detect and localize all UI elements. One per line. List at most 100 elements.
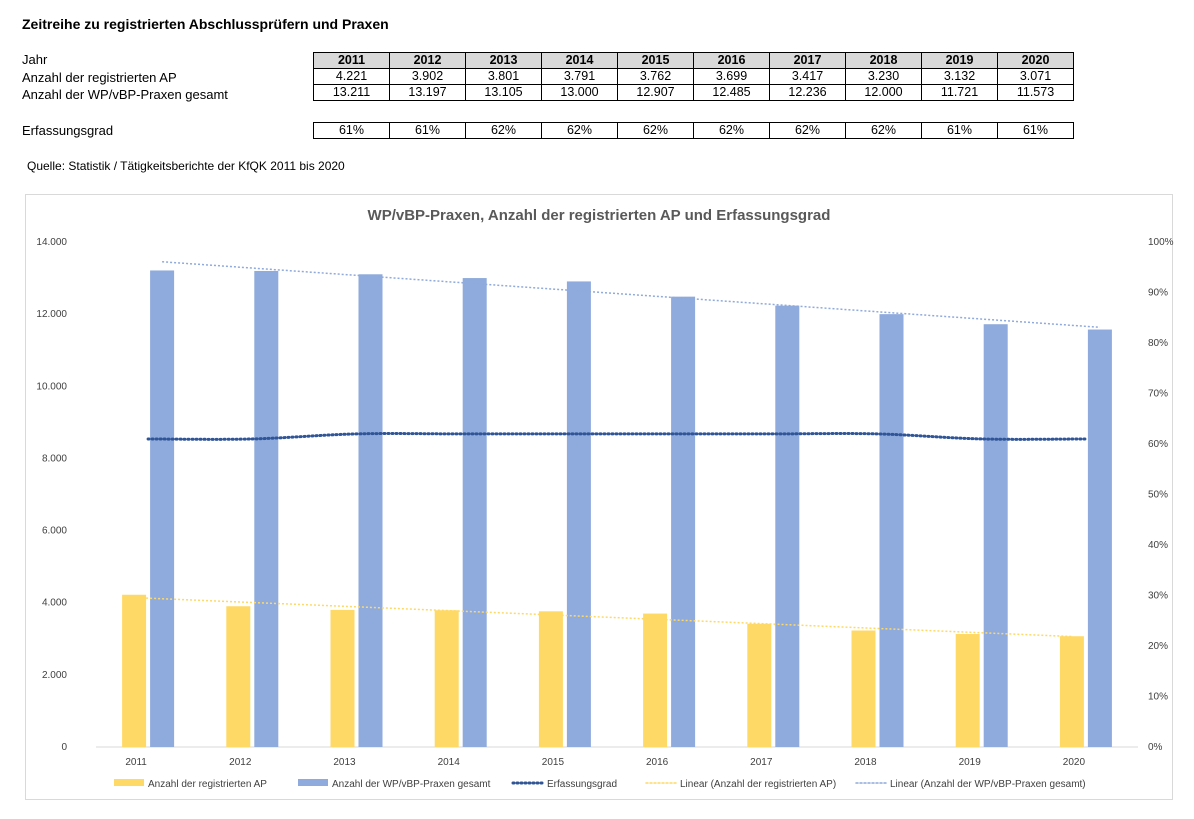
row-label-ap: Anzahl der registrierten AP <box>22 70 177 85</box>
data-table: 2011 2012 2013 2014 2015 2016 2017 2018 2019 2020… <box>313 52 1074 101</box>
bar-praxen <box>358 274 383 747</box>
ap-cell: 3.902 <box>389 68 466 85</box>
y-left-tick-label: 4.000 <box>42 598 67 609</box>
y-axis-right: 0% 10% 20% 30% 40% 50% 60% 70% 80% 90% 100% <box>1148 237 1174 753</box>
year-cell: 2020 <box>997 52 1074 69</box>
x-tick-label: 2015 <box>542 757 565 768</box>
y-left-tick-label: 12.000 <box>36 309 67 320</box>
lines <box>134 261 1100 638</box>
bar-ap <box>851 630 876 747</box>
praxen-cell: 12.485 <box>693 84 770 101</box>
praxen-cell: 12.000 <box>845 84 922 101</box>
ap-cell: 4.221 <box>313 68 390 85</box>
x-tick-label: 2014 <box>438 757 461 768</box>
bar-ap <box>330 609 355 747</box>
ap-cell: 3.230 <box>845 68 922 85</box>
year-cell: 2014 <box>541 52 618 69</box>
legend-label: Anzahl der WP/vBP-Praxen gesamt <box>332 779 491 790</box>
source-note: Quelle: Statistik / Tätigkeitsberichte d… <box>27 159 345 173</box>
bars <box>122 270 1112 747</box>
year-cell: 2011 <box>313 52 390 69</box>
grad-cell: 62% <box>541 122 618 139</box>
praxen-cell: 13.197 <box>389 84 466 101</box>
x-tick-label: 2020 <box>1063 757 1086 768</box>
y-right-tick-label: 10% <box>1148 692 1168 703</box>
bar-ap <box>538 611 563 747</box>
table-row-grad: 61% 61% 62% 62% 62% 62% 62% 62% 61% 61% <box>313 122 1074 139</box>
grad-cell: 62% <box>769 122 846 139</box>
praxen-cell: 13.105 <box>465 84 542 101</box>
y-left-tick-label: 8.000 <box>42 453 67 464</box>
grad-cell: 62% <box>465 122 542 139</box>
bar-ap <box>434 610 459 747</box>
bar-ap <box>955 634 980 747</box>
x-tick-label: 2013 <box>333 757 356 768</box>
y-right-tick-label: 70% <box>1148 389 1168 400</box>
y-left-tick-label: 6.000 <box>42 526 67 537</box>
grad-cell: 62% <box>617 122 694 139</box>
praxen-cell: 13.211 <box>313 84 390 101</box>
y-right-tick-label: 100% <box>1148 237 1174 248</box>
year-cell: 2012 <box>389 52 466 69</box>
legend-label: Anzahl der registrierten AP <box>148 779 267 790</box>
x-tick-label: 2018 <box>854 757 877 768</box>
line-erfassungsgrad <box>146 432 1088 441</box>
year-cell: 2013 <box>465 52 542 69</box>
trendline-praxen <box>162 261 1100 329</box>
y-right-tick-label: 50% <box>1148 490 1168 501</box>
y-left-tick-label: 14.000 <box>36 237 67 248</box>
bar-praxen <box>150 270 175 747</box>
y-right-tick-label: 20% <box>1148 641 1168 652</box>
year-cell: 2017 <box>769 52 846 69</box>
bar-ap <box>643 613 668 747</box>
legend-label: Linear (Anzahl der registrierten AP) <box>680 779 836 790</box>
ap-cell: 3.071 <box>997 68 1074 85</box>
legend-label: Linear (Anzahl der WP/vBP-Praxen gesamt) <box>890 779 1086 790</box>
row-label-grad: Erfassungsgrad <box>22 123 114 138</box>
y-right-tick-label: 60% <box>1148 439 1168 450</box>
chart-title: WP/vBP-Praxen, Anzahl der registrierten … <box>368 207 831 224</box>
x-tick-label: 2017 <box>750 757 773 768</box>
ap-cell: 3.417 <box>769 68 846 85</box>
x-tick-label: 2012 <box>229 757 252 768</box>
praxen-cell: 13.000 <box>541 84 618 101</box>
y-left-tick-label: 0 <box>61 742 67 753</box>
y-right-tick-label: 90% <box>1148 288 1168 299</box>
ap-cell: 3.132 <box>921 68 998 85</box>
y-left-tick-label: 2.000 <box>42 670 67 681</box>
bar-ap <box>226 606 251 747</box>
grad-cell: 61% <box>997 122 1074 139</box>
bar-praxen <box>983 324 1008 747</box>
x-tick-label: 2019 <box>959 757 982 768</box>
bar-ap <box>1059 636 1084 747</box>
x-tick-label: 2011 <box>125 757 147 768</box>
chart-frame: WP/vBP-Praxen, Anzahl der registrierten … <box>25 194 1174 800</box>
y-right-tick-label: 80% <box>1148 338 1168 349</box>
combo-chart: WP/vBP-Praxen, Anzahl der registrierten … <box>36 207 1174 790</box>
legend-swatch <box>298 779 328 786</box>
bar-ap <box>747 623 772 747</box>
bar-ap <box>122 594 147 747</box>
bar-praxen <box>462 278 487 747</box>
bar-praxen <box>1087 329 1112 747</box>
ap-cell: 3.699 <box>693 68 770 85</box>
y-left-tick-label: 10.000 <box>36 381 67 392</box>
praxen-cell: 12.236 <box>769 84 846 101</box>
y-right-tick-label: 40% <box>1148 540 1168 551</box>
bar-praxen <box>775 305 800 747</box>
year-cell: 2018 <box>845 52 922 69</box>
y-right-tick-label: 30% <box>1148 591 1168 602</box>
bar-praxen <box>566 281 591 747</box>
grad-table: 61% 61% 62% 62% 62% 62% 62% 62% 61% 61% <box>313 122 1074 139</box>
legend-label: Erfassungsgrad <box>547 779 617 790</box>
row-label-praxen: Anzahl der WP/vBP-Praxen gesamt <box>22 87 228 102</box>
year-cell: 2019 <box>921 52 998 69</box>
ap-cell: 3.791 <box>541 68 618 85</box>
table-row-years: 2011 2012 2013 2014 2015 2016 2017 2018 2019 2020 <box>313 52 1074 69</box>
grad-cell: 61% <box>313 122 390 139</box>
ap-cell: 3.762 <box>617 68 694 85</box>
legend-swatch <box>114 779 144 786</box>
table-row-praxen: 13.211 13.197 13.105 13.000 12.907 12.485 12.2… <box>313 84 1074 101</box>
grad-cell: 61% <box>921 122 998 139</box>
year-cell: 2015 <box>617 52 694 69</box>
